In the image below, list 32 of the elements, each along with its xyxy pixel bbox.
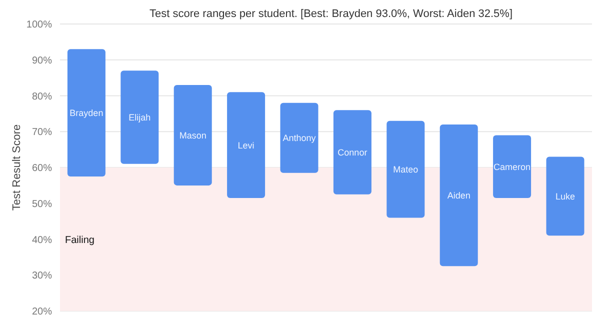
y-tick-label: 30%: [32, 270, 52, 282]
y-tick-label: 80%: [32, 91, 52, 102]
y-tick-label: 70%: [32, 127, 52, 138]
x-tick-label: Anthony: [282, 133, 316, 144]
x-tick-label: Connor: [338, 147, 368, 158]
bar: [386, 120, 425, 218]
bar: [174, 84, 212, 186]
chart-title: Test score ranges per student. [Best: Brayden 93.0%, Worst: Aiden 32.5%]: [148, 8, 514, 20]
x-tick-label: Elijah: [128, 112, 151, 122]
x-tick-label: Luke: [555, 191, 576, 202]
bar: [333, 110, 372, 194]
y-tick-label: 90%: [32, 55, 52, 66]
x-tick-label: Levi: [238, 140, 254, 150]
bar: [227, 92, 266, 198]
y-axis-title: Test Result Score: [10, 124, 23, 211]
band-label: Failing: [65, 234, 94, 246]
bar: [67, 49, 106, 176]
bar: [280, 102, 318, 173]
y-tick-label: 60%: [32, 163, 52, 174]
x-tick-label: Cameron: [494, 162, 531, 172]
x-tick-label: Brayden: [70, 108, 104, 118]
x-tick-label: Mateo: [393, 164, 418, 174]
bar: [440, 124, 478, 266]
bar: [546, 156, 584, 236]
y-tick-label: 50%: [32, 198, 52, 210]
y-tick-label: 20%: [32, 306, 52, 318]
y-tick-label: 100%: [26, 20, 52, 31]
x-tick-label: Aiden: [447, 190, 470, 200]
bar: [120, 70, 159, 164]
y-tick-label: 40%: [32, 234, 52, 246]
x-tick-label: Mason: [179, 130, 206, 140]
bar: [493, 135, 532, 198]
